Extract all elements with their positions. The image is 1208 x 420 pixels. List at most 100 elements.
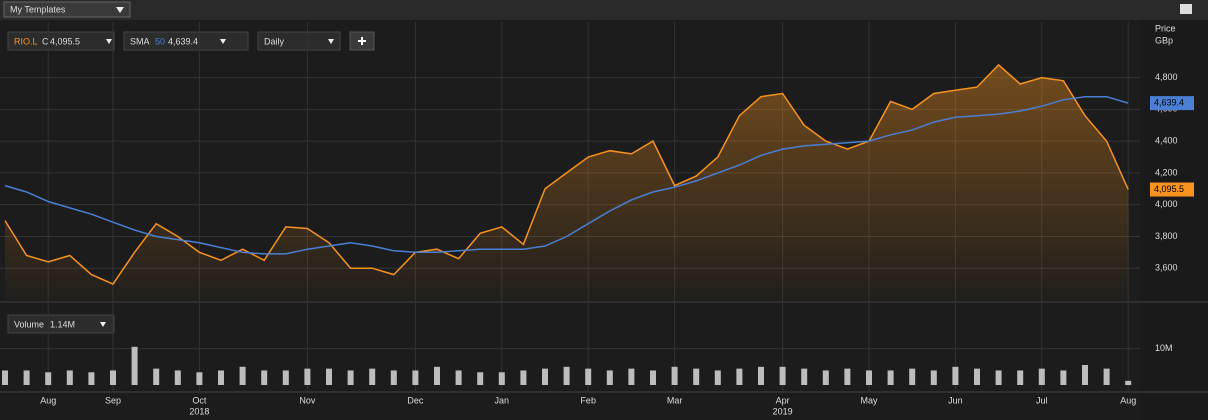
y-tick-label: 3,600 (1155, 263, 1178, 273)
volume-bar (2, 370, 8, 385)
volume-bar (1082, 365, 1088, 385)
plus-icon (358, 37, 366, 45)
price-area (5, 64, 1129, 301)
volume-bar (326, 368, 332, 385)
x-tick-label: Feb (580, 395, 596, 405)
volume-bar (714, 370, 721, 385)
y-axis-unit: GBp (1155, 35, 1173, 45)
dropdown-arrow (100, 322, 106, 327)
volume-bar (909, 368, 916, 385)
volume-bar (282, 370, 289, 385)
volume-bar (261, 370, 268, 385)
volume-bar (196, 372, 203, 385)
volume-bar (498, 372, 505, 385)
volume-bar (822, 370, 829, 385)
volume-bar (671, 366, 678, 385)
volume-bar (131, 346, 138, 385)
volume-bar (736, 368, 743, 385)
volume-bar (628, 368, 635, 385)
volume-bar (369, 368, 376, 385)
interval-box[interactable] (257, 31, 341, 51)
year-label: 2018 (189, 406, 209, 416)
volume-bar (974, 368, 980, 385)
volume-bar (801, 368, 808, 385)
x-tick-label: Dec (407, 395, 424, 405)
y-tick-label: 3,800 (1155, 231, 1178, 241)
volume-bar (1017, 370, 1024, 385)
symbol: RIO.L (14, 36, 38, 46)
x-tick-label: Jun (948, 395, 963, 405)
volume-bar (1038, 368, 1045, 385)
x-tick-label: Apr (776, 395, 790, 405)
x-tick-label: Jul (1036, 395, 1048, 405)
volume-bar (887, 370, 894, 385)
year-label: 2019 (773, 406, 793, 416)
volume-bar (455, 370, 462, 385)
volume-bar (1103, 368, 1110, 385)
symbol-box[interactable] (7, 31, 115, 51)
volume-name: Volume (14, 319, 44, 329)
close-prefix: C (42, 36, 49, 46)
volume-box[interactable] (7, 314, 115, 334)
volume-bar (585, 368, 592, 385)
last-value-flag (1150, 182, 1194, 197)
sma-box[interactable] (123, 31, 249, 51)
volume-bar (995, 370, 1002, 385)
x-tick-label: Nov (299, 395, 316, 405)
x-tick-label: Oct (192, 395, 207, 405)
volume-bar (412, 370, 419, 385)
sma-line (4, 95, 1129, 255)
x-tick-label: Aug (40, 395, 56, 405)
volume-bar (520, 370, 527, 385)
last-value-flag (1150, 96, 1194, 111)
print-icon[interactable] (1180, 4, 1192, 14)
volume-bar (779, 366, 786, 385)
volume-bar (23, 370, 30, 385)
volume-bar (239, 366, 246, 385)
volume-bar (1125, 380, 1132, 385)
y-axis-title: Price (1155, 23, 1176, 33)
volume-bar (347, 370, 354, 385)
x-tick-label: Aug (1120, 395, 1136, 405)
toolbar (0, 0, 1208, 20)
volume-bar (930, 370, 937, 385)
x-tick-label: May (860, 395, 878, 405)
volume-bar (218, 370, 224, 385)
volume-value: 1.14M (50, 319, 75, 329)
volume-bar (390, 370, 397, 385)
sma-period: 50 (155, 36, 165, 46)
volume-bar (606, 370, 613, 385)
templates-label: My Templates (10, 4, 66, 14)
close-value: 4,095.5 (50, 36, 80, 46)
sma-name: SMA (130, 36, 150, 46)
volume-bar (866, 370, 872, 385)
volume-bar (174, 370, 181, 385)
last-value-label: 4,095.5 (1154, 184, 1184, 194)
volume-bar (1060, 370, 1067, 385)
x-tick-label: Mar (667, 395, 683, 405)
volume-bar (304, 368, 311, 385)
volume-bar (45, 372, 52, 385)
last-value-label: 4,639.4 (1154, 97, 1184, 107)
dropdown-arrow (116, 7, 124, 13)
volume-bar (542, 368, 548, 385)
y-tick-label: 4,000 (1155, 199, 1178, 209)
x-tick-label: Sep (105, 395, 121, 405)
volume-bar (66, 370, 73, 385)
x-tick-label: Jan (495, 395, 510, 405)
volume-bar (650, 370, 656, 385)
volume-bar (477, 372, 484, 385)
y-tick-label: 4,800 (1155, 72, 1178, 82)
y-tick-label: 4,400 (1155, 136, 1178, 146)
volume-bar (110, 370, 116, 385)
sma-value: 4,639.4 (168, 36, 198, 46)
volume-bar (693, 368, 700, 385)
volume-bar (88, 372, 95, 385)
volume-bar (952, 366, 959, 385)
volume-bar (434, 366, 440, 385)
axis-panel (1140, 20, 1208, 420)
templates-dropdown[interactable] (3, 1, 131, 18)
volume-bar (844, 368, 851, 385)
